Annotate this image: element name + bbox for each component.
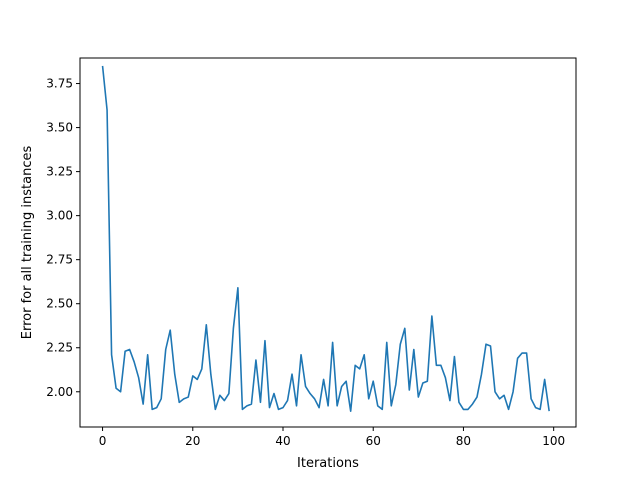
y-axis-label: Error for all training instances — [20, 146, 35, 340]
error-series-line — [101, 65, 550, 412]
y-tick-label: 3.00 — [46, 209, 73, 223]
x-tick-label: 80 — [456, 434, 471, 448]
y-tick-label: 2.75 — [46, 253, 73, 267]
y-tick-label: 2.25 — [46, 341, 73, 355]
x-axis-label: Iterations — [297, 456, 359, 471]
y-tick-label: 2.50 — [46, 297, 73, 311]
y-tick-label: 2.00 — [46, 385, 73, 399]
y-tick-label: 3.75 — [46, 77, 73, 91]
x-tick-label: 20 — [185, 434, 200, 448]
x-tick-label: 0 — [99, 434, 107, 448]
plot-frame — [79, 57, 577, 428]
y-axis-ticks: 2.00 2.25 2.50 2.75 3.00 3.25 3.50 3.75 — [46, 77, 80, 399]
x-tick-label: 40 — [275, 434, 290, 448]
y-tick-label: 3.50 — [46, 121, 73, 135]
x-tick-label: 60 — [366, 434, 381, 448]
y-tick-label: 3.25 — [46, 165, 73, 179]
x-axis-ticks: 0 20 40 60 80 100 — [99, 427, 565, 448]
x-tick-label: 100 — [542, 434, 565, 448]
